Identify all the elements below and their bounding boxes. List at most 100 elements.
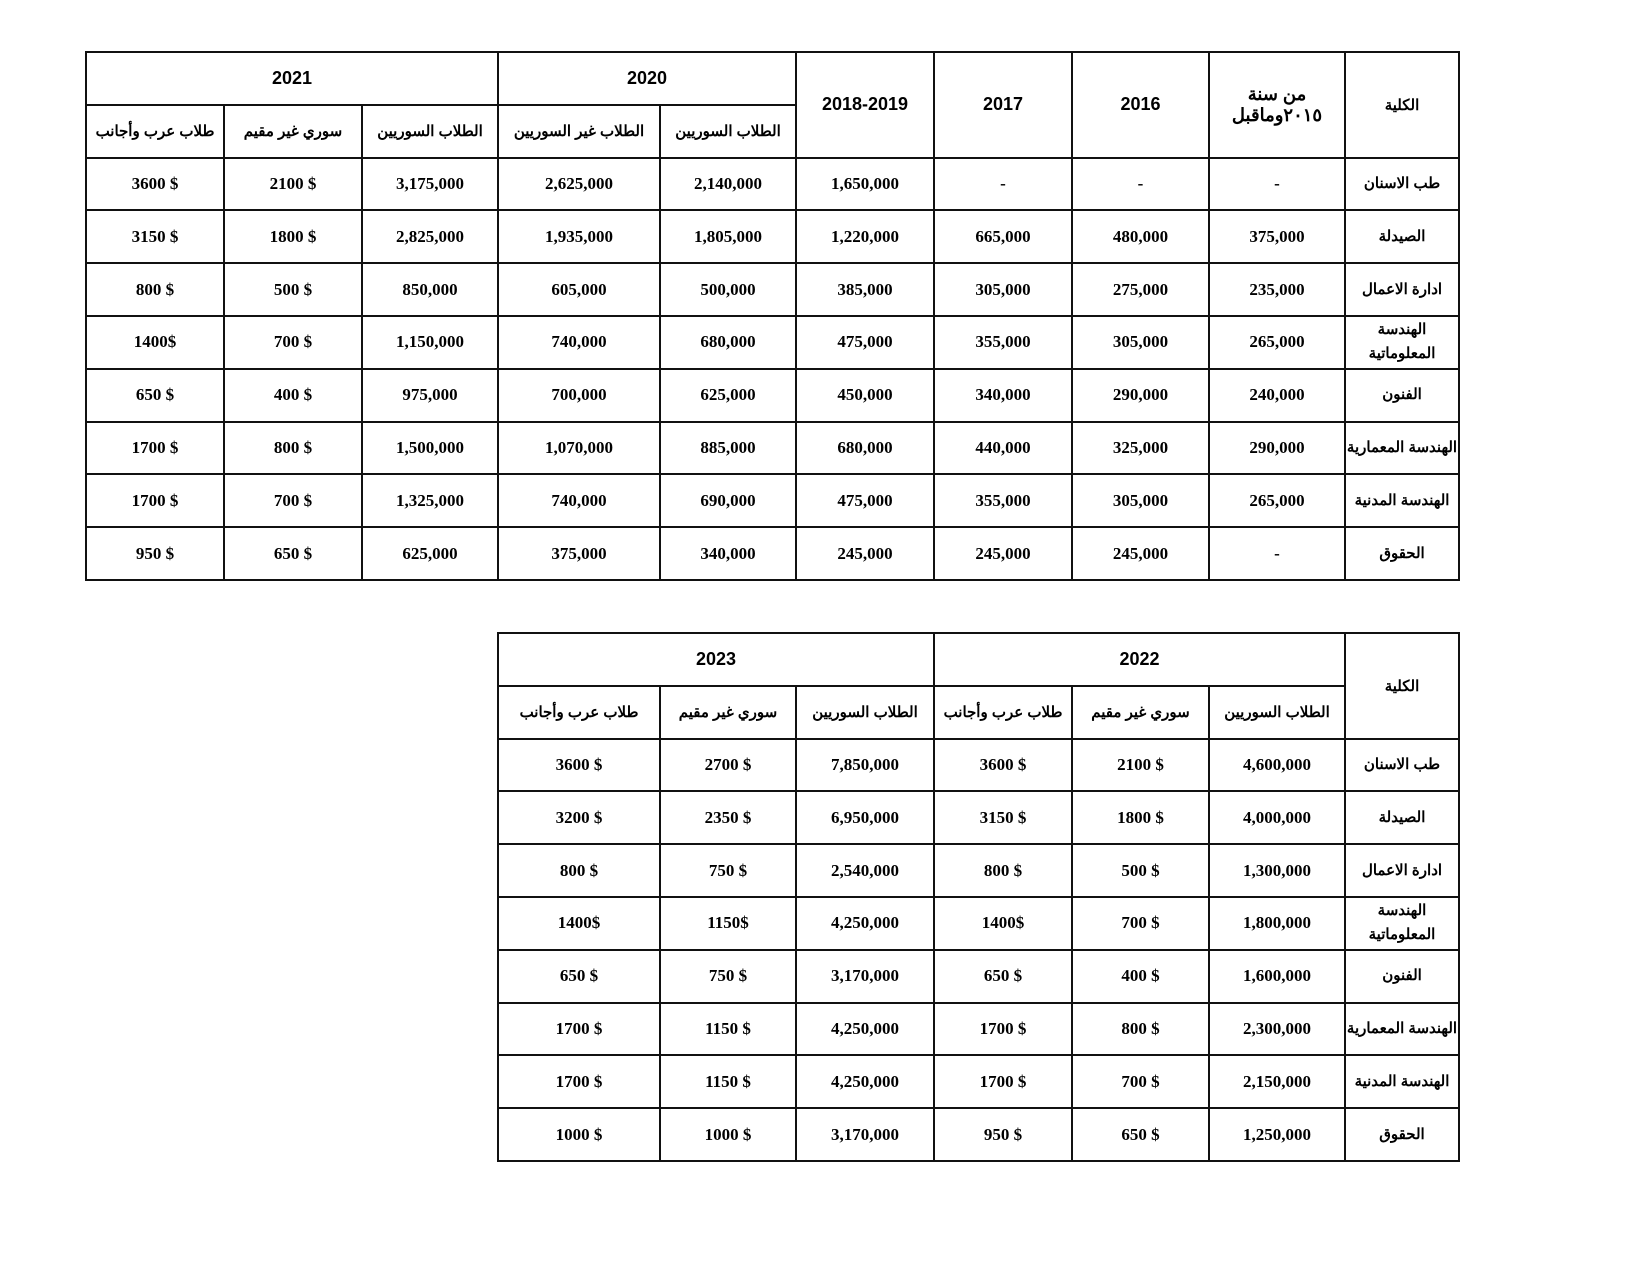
table-row: الهندسة المعمارية 2,300,000 800 $ 1700 $ 4,2… [497,1001,1460,1057]
fee-value: 265,000 [1249,490,1305,510]
fee-value: 1400$ [133,332,177,352]
year-group-header: 2020 [496,51,798,106]
fee-cell: 440,000 [933,420,1074,476]
fee-cell: 800 $ [85,262,225,317]
fee-value: 1,805,000 [694,226,763,246]
fee-cell: 3150 $ [85,209,225,265]
fee-cell: 355,000 [933,473,1074,529]
category-header: سوري غير مقيم [1071,684,1210,740]
tuition-table-2015-2021: الكلية من سنة ٢٠١٥وماقبل 2016 2017 2018-2019… [85,51,1461,581]
table-row: الهندسة المدنية 2,150,000 700 $ 1700 $ 4,250… [497,1054,1460,1110]
table-row: طب الاسنان 4,600,000 2100 $ 3600 $ 7,850,000… [497,737,1460,793]
header-row-categories: الطلاب السوريين سوري غير مقيم طلاب عرب وأج… [497,684,1459,740]
fee-cell: 1,325,000 [361,473,499,529]
fee-value: 740,000 [551,332,607,352]
fee-value: 245,000 [975,543,1031,563]
year-header: 2018-2019 [795,51,936,159]
fee-cell: 265,000 [1208,473,1347,529]
fee-cell: 3150 $ [933,790,1073,846]
fee-value: 1000 $ [704,1124,752,1144]
table-row: الحقوق - 245,000 245,000 245,000 340,000 375,0… [85,526,1461,581]
fee-cell: 305,000 [1071,473,1211,529]
fee-value: - [1274,543,1280,563]
fee-value: 440,000 [975,437,1031,457]
fee-value: 2,540,000 [831,860,899,880]
fee-value: 475,000 [837,490,893,510]
fee-cell: 235,000 [1208,262,1347,317]
fee-value: 690,000 [700,490,756,510]
fee-cell: 6,950,000 [795,790,935,846]
fee-cell: 1000 $ [659,1107,797,1162]
fee-value: 4,000,000 [1243,807,1311,827]
fee-cell: 375,000 [496,526,662,581]
category-header: طلاب عرب وأجانب [497,684,661,740]
fee-cell: 2700 $ [659,737,797,793]
fee-cell: 2,150,000 [1208,1054,1346,1110]
fee-value: 975,000 [402,385,458,405]
fee-cell: 680,000 [659,314,798,370]
category-header: سوري غير مقيم [659,684,797,740]
fee-cell: 1800 $ [223,209,363,265]
fee-value: 605,000 [551,279,607,299]
fee-cell: 340,000 [933,367,1074,423]
fee-value: 305,000 [1112,490,1169,510]
fee-value: 700 $ [273,490,313,510]
fee-value: - [1000,173,1006,193]
fee-cell: 305,000 [933,262,1074,317]
fee-value: 700 $ [1121,913,1160,933]
fee-value: 2350 $ [704,807,752,827]
fee-cell: 2,825,000 [361,209,499,265]
header-row-years: الكلية من سنة ٢٠١٥وماقبل 2016 2017 2018-2019… [85,51,1461,159]
table-row: الحقوق 1,250,000 650 $ 950 $ 3,170,000 1000 $… [497,1107,1460,1162]
fee-cell: 4,600,000 [1208,737,1346,793]
fee-cell: 245,000 [933,526,1074,581]
fee-cell: 1,500,000 [361,420,499,476]
fee-value: 1,300,000 [1243,860,1311,880]
fee-value: 1700 $ [131,437,179,457]
fee-cell: - [1208,156,1347,212]
faculty-name: الصيدلة [1344,790,1460,846]
header-row-years: الكلية 2022 2023 [497,632,1460,740]
fee-value: 1400$ [557,913,601,933]
fee-value: 375,000 [551,543,607,563]
fee-cell: 340,000 [659,526,798,581]
fee-value: 750 $ [708,860,748,880]
fee-cell: 2100 $ [223,156,363,212]
fee-cell: 800 $ [933,843,1073,898]
fee-cell: 1,600,000 [1208,948,1346,1004]
fee-value: 4,250,000 [831,913,899,933]
fee-value: 2,150,000 [1243,1071,1311,1091]
fee-cell: 1800 $ [1071,790,1210,846]
fee-cell: 1,300,000 [1208,843,1346,898]
fee-value: 625,000 [402,543,458,563]
fee-value: 400 $ [1121,966,1160,986]
fee-value: 800 $ [135,279,175,299]
faculty-name: الفنون [1344,367,1461,423]
fee-value: 680,000 [837,437,893,457]
fee-value: 4,250,000 [831,1018,899,1038]
fee-cell: 800 $ [497,843,661,898]
fee-value: 450,000 [837,385,893,405]
fee-value: 3,170,000 [831,1124,899,1144]
fee-cell: 3,170,000 [795,1107,935,1162]
fee-cell: 385,000 [795,262,936,317]
fee-cell: 3,170,000 [795,948,935,1004]
fee-value: - [1274,173,1280,193]
faculty-name: ادارة الاعمال [1344,262,1461,317]
fee-value: 240,000 [1249,385,1305,405]
fee-value: 950 $ [135,543,175,563]
fee-cell: 3,175,000 [361,156,499,212]
fee-value: 1700 $ [131,490,179,510]
fee-value: 1,325,000 [396,490,464,510]
fee-cell: 450,000 [795,367,936,423]
fee-value: 355,000 [975,332,1031,352]
fee-cell: 1700 $ [85,473,225,529]
fee-cell: 740,000 [496,473,662,529]
fee-value: 375,000 [1249,226,1305,246]
year-group-header: 2021 [85,51,499,106]
faculty-name: الهندسة المعمارية [1344,420,1461,476]
fee-value: 1150 $ [705,1018,751,1038]
fee-cell: 700 $ [223,314,363,370]
fee-value: 2700 $ [704,754,752,774]
faculty-name: ادارة الاعمال [1344,843,1460,898]
